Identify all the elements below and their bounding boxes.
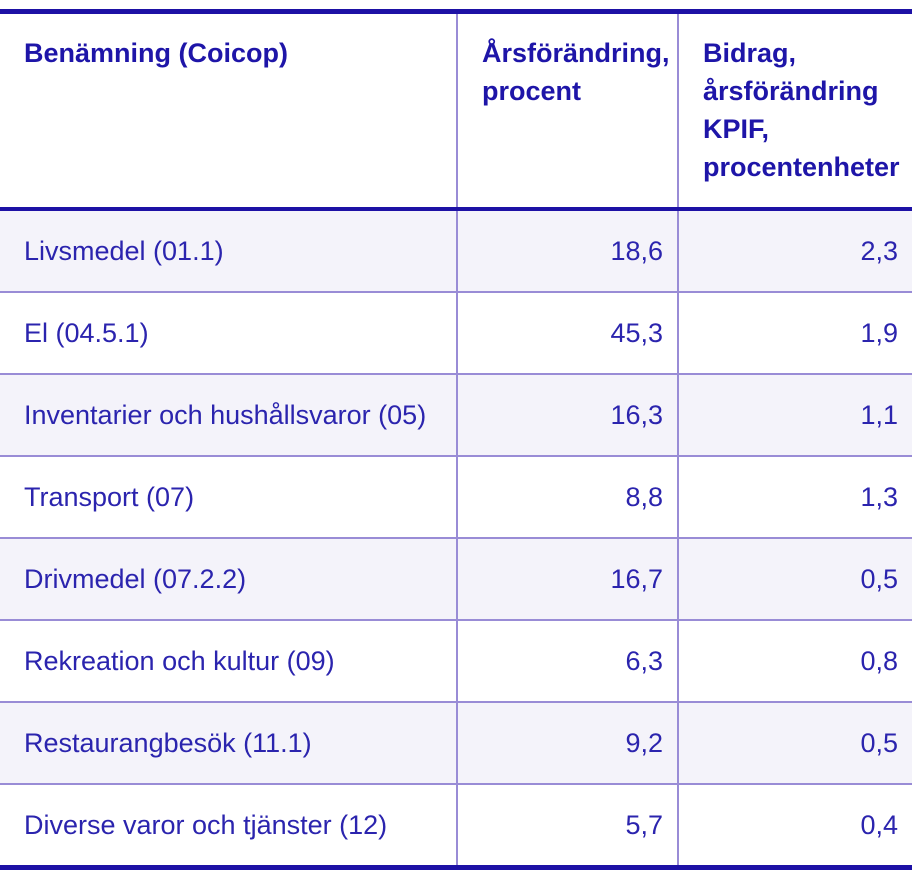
cell-yearly-change: 45,3 xyxy=(456,292,678,374)
table-row: El (04.5.1) 45,3 1,9 xyxy=(0,292,912,374)
table-row: Inventarier och hushållsvaror (05) 16,3 … xyxy=(0,374,912,456)
table-row: Rekreation och kultur (09) 6,3 0,8 xyxy=(0,620,912,702)
cell-yearly-change: 18,6 xyxy=(456,209,678,292)
column-header-benamning-coicop: Benämning (Coicop) xyxy=(0,11,457,211)
cell-contribution: 0,8 xyxy=(677,620,912,702)
cell-contribution: 1,1 xyxy=(677,374,912,456)
cell-category-name: Transport (07) xyxy=(24,481,195,512)
table-row: Restaurangbesök (11.1) 9,2 0,5 xyxy=(0,702,912,784)
cell-yearly-change: 9,2 xyxy=(456,702,678,784)
table-row: Transport (07) 8,8 1,3 xyxy=(0,456,912,538)
cell-yearly-change: 16,7 xyxy=(456,538,678,620)
cell-category-name: Livsmedel (01.1) xyxy=(24,235,224,266)
table-row: Drivmedel (07.2.2) 16,7 0,5 xyxy=(0,538,912,620)
cell-category-name: El (04.5.1) xyxy=(24,317,149,348)
cell-contribution: 0,4 xyxy=(677,784,912,868)
cell-category-name: Drivmedel (07.2.2) xyxy=(24,563,247,594)
cell-yearly-change: 8,8 xyxy=(456,456,678,538)
header-row: Benämning (Coicop) Årsförändring, procen… xyxy=(0,11,912,211)
table-row: Diverse varor och tjänster (12) 5,7 0,4 xyxy=(0,784,912,868)
cell-contribution: 2,3 xyxy=(677,209,912,292)
cell-contribution: 0,5 xyxy=(677,538,912,620)
cell-yearly-change: 6,3 xyxy=(456,620,678,702)
cell-contribution: 1,9 xyxy=(677,292,912,374)
table-row: Livsmedel (01.1) 18,6 2,3 xyxy=(0,209,912,292)
cell-yearly-change: 16,3 xyxy=(456,374,678,456)
cell-contribution: 1,3 xyxy=(677,456,912,538)
cell-category-name: Rekreation och kultur (09) xyxy=(24,645,335,676)
cell-contribution: 0,5 xyxy=(677,702,912,784)
kpif-contribution-table: Benämning (Coicop) Årsförändring, procen… xyxy=(0,9,912,870)
cell-category-name: Restaurangbesök (11.1) xyxy=(24,727,312,758)
cell-category-name: Inventarier och hushållsvaror (05) xyxy=(24,399,427,430)
column-header-arsforandring-procent: Årsförändring, procent xyxy=(456,11,678,211)
column-header-bidrag-kpif: Bidrag, årsförändring KPIF, procentenhet… xyxy=(677,11,912,211)
cell-category-name: Diverse varor och tjänster (12) xyxy=(24,809,388,840)
cell-yearly-change: 5,7 xyxy=(456,784,678,868)
table-header: Benämning (Coicop) Årsförändring, procen… xyxy=(0,11,912,211)
table-body: Livsmedel (01.1) 18,6 2,3 El (04.5.1) 45… xyxy=(0,209,912,868)
